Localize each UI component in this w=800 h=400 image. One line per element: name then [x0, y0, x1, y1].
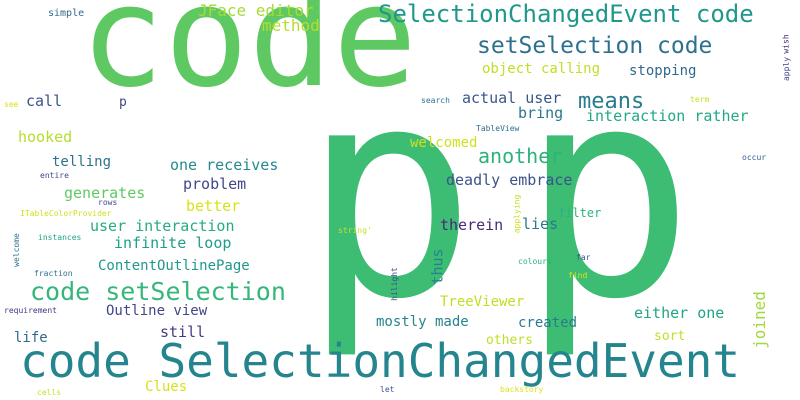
word-wish: wish: [781, 34, 791, 54]
word-lies: lies: [522, 215, 559, 233]
word-one-receives: one receives: [170, 156, 279, 174]
word-mostly-made: mostly made: [376, 314, 469, 330]
word-means: means: [578, 89, 645, 114]
word-created: created: [518, 315, 578, 331]
word-filter: filter: [558, 206, 602, 220]
word-call: call: [26, 92, 63, 110]
word-entire: entire: [40, 171, 69, 180]
word-interaction-rather: interaction rather: [586, 107, 749, 125]
word-user-interaction: user interaction: [90, 217, 235, 235]
word-bring: bring: [518, 104, 564, 122]
word-occur: occur: [742, 153, 767, 162]
word-jface-editor: JFace editor: [198, 1, 314, 20]
word-actual-user: actual user: [462, 89, 562, 107]
word-itablecolorprovider: ITableColorProvider: [20, 209, 112, 218]
word-selectionchangedevent-code: SelectionChangedEvent code: [378, 0, 754, 28]
word-others: others: [486, 333, 533, 348]
word-let: let: [380, 385, 395, 394]
word-better: better: [186, 197, 241, 215]
word-apply: apply: [782, 56, 792, 82]
word-p-large-2: p: [520, 26, 695, 363]
word-code-selectionchangedevent: code SelectionChangedEvent: [20, 334, 741, 388]
word-another: another: [478, 144, 563, 168]
word-code: code: [80, 0, 418, 119]
word-rows: rows: [98, 198, 118, 207]
word-either-one: either one: [634, 304, 725, 322]
word-telling: telling: [52, 154, 112, 170]
word-welcome: welcome: [11, 233, 21, 267]
word-thus: thus: [428, 248, 447, 285]
word-still: still: [160, 323, 206, 341]
word-contentoutlinepage: ContentOutlinePage: [98, 258, 250, 274]
word-deadly-embrace: deadly embrace: [446, 171, 573, 189]
word-backstory: backstory: [500, 385, 544, 394]
word-clues: Clues: [145, 379, 188, 395]
word-stopping: stopping: [629, 63, 697, 79]
word-setselection-code: setSelection code: [477, 33, 713, 59]
word-simple: simple: [48, 8, 85, 19]
word-code-setselection: code setSelection: [30, 277, 286, 306]
word-life: life: [14, 330, 48, 346]
word-cells: cells: [37, 388, 62, 397]
word-problem: problem: [183, 175, 247, 193]
word-therein: therein: [440, 216, 504, 234]
word-term: term: [690, 95, 710, 104]
word-joined: joined: [749, 291, 769, 349]
word-generates: generates: [64, 184, 146, 202]
word-p-small: p: [119, 95, 127, 110]
word-far: far: [576, 253, 591, 262]
word-applying: applying: [512, 194, 522, 234]
word-outline-view: Outline view: [106, 303, 208, 319]
word-p-large-1: p: [302, 26, 477, 363]
word-see: see: [4, 100, 19, 109]
word-sort: sort: [654, 329, 686, 344]
word-welcomed: welcomed: [410, 135, 478, 151]
word-object-calling: object calling: [482, 61, 601, 77]
word-instances: instances: [38, 233, 82, 242]
word-tableview: TableView: [476, 124, 520, 133]
word-string: string': [338, 226, 372, 235]
word-colours: colours: [518, 257, 552, 266]
word-method: method: [262, 16, 320, 35]
word-treeviewer: TreeViewer: [440, 294, 525, 310]
word-hilight: hilight: [389, 267, 399, 301]
word-infinite-loop: infinite loop: [114, 234, 232, 252]
word-fraction: fraction: [34, 269, 73, 278]
word-hooked: hooked: [18, 128, 73, 146]
word-search: search: [421, 96, 450, 105]
word-requirement: requirement: [4, 306, 57, 315]
word-find: find: [568, 271, 588, 280]
